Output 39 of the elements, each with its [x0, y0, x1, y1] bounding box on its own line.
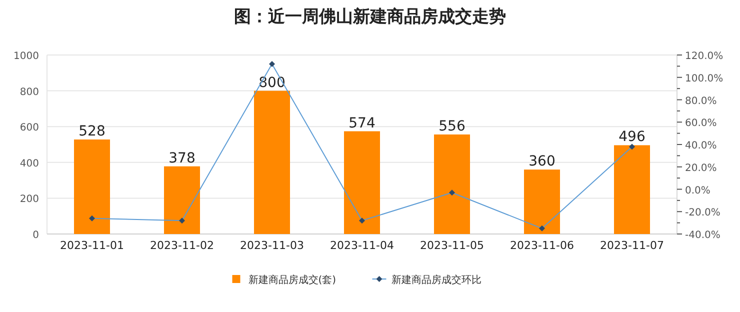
bar: [164, 166, 200, 234]
bar: [344, 131, 380, 234]
y2-tick-label: 120.0%: [685, 51, 724, 62]
bar: [614, 145, 650, 234]
y-tick-label: 200: [20, 194, 39, 206]
legend-label: 新建商品房成交环比: [391, 274, 482, 286]
y-tick-label: 1000: [14, 51, 39, 62]
data-label: 556: [438, 118, 466, 134]
x-tick-label: 2023-11-01: [60, 239, 124, 252]
y-tick-label: 0: [32, 230, 39, 241]
chart-title: 图：近一周佛山新建商品房成交走势: [234, 7, 506, 27]
y2-tick-label: 100.0%: [685, 73, 724, 84]
data-label: 528: [78, 123, 106, 140]
x-tick-label: 2023-11-05: [420, 239, 484, 252]
bar: [524, 170, 560, 234]
data-label: 378: [168, 150, 196, 166]
x-tick-label: 2023-11-02: [150, 239, 214, 252]
bar: [74, 139, 110, 234]
data-label: 360: [528, 154, 556, 170]
y2-tick-label: -40.0%: [685, 230, 720, 241]
data-label: 574: [348, 115, 376, 132]
y2-tick-label: 20.0%: [685, 162, 717, 174]
bar: [434, 134, 470, 234]
bar: [254, 90, 290, 234]
y2-tick-label: 60.0%: [685, 118, 717, 130]
data-label: 800: [258, 74, 286, 91]
y-tick-label: 400: [20, 158, 39, 170]
legend-label: 新建商品房成交(套): [248, 274, 336, 286]
x-tick-label: 2023-11-06: [510, 239, 574, 252]
y-tick-label: 600: [20, 122, 39, 134]
x-tick-label: 2023-11-04: [330, 239, 394, 252]
y-tick-label: 800: [20, 86, 39, 98]
x-tick-label: 2023-11-07: [600, 239, 664, 252]
y2-tick-label: -20.0%: [685, 208, 720, 219]
x-tick-label: 2023-11-03: [240, 239, 304, 252]
y2-tick-label: 0.0%: [685, 185, 710, 196]
data-label: 496: [618, 129, 646, 146]
y2-tick-label: 40.0%: [685, 140, 717, 152]
y2-tick-label: 80.0%: [685, 96, 717, 107]
